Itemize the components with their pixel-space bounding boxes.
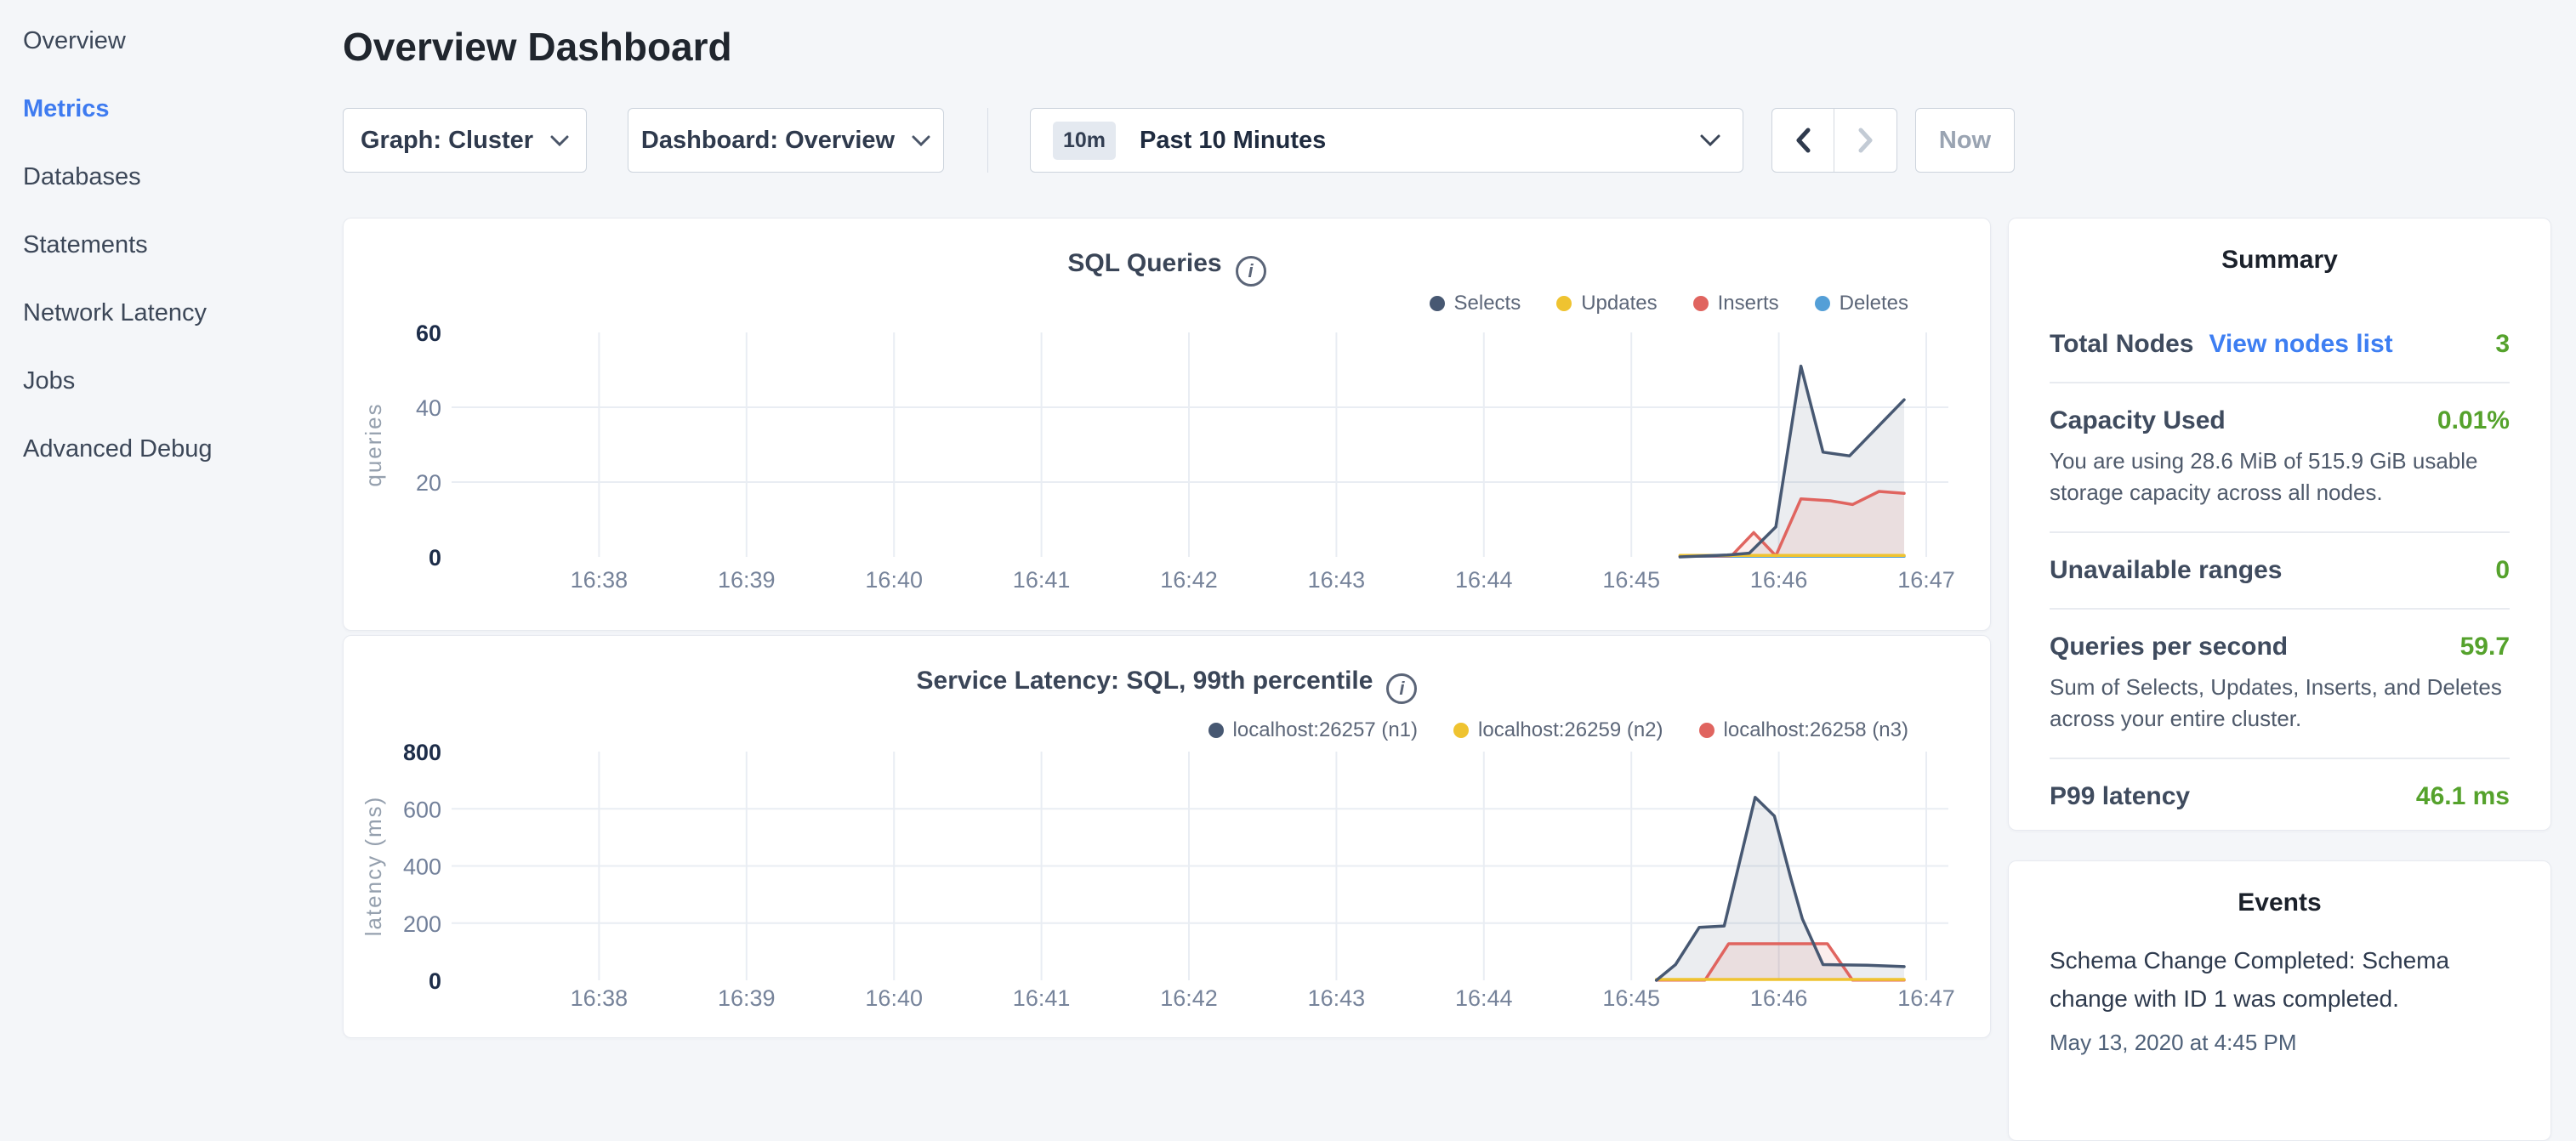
svg-text:16:43: 16:43: [1308, 985, 1366, 1011]
time-back-button[interactable]: [1772, 109, 1834, 172]
summary-rows: Total Nodes View nodes list 3 Capacity Used…: [2050, 307, 2510, 834]
time-range-dropdown[interactable]: 10m Past 10 Minutes: [1030, 108, 1743, 173]
sidebar-item-overview[interactable]: Overview: [23, 20, 329, 62]
svg-text:16:42: 16:42: [1160, 567, 1218, 593]
events-title: Events: [2050, 888, 2510, 917]
events-panel: Events Schema Change Completed: Schema c…: [2008, 860, 2551, 1141]
svg-text:16:38: 16:38: [571, 985, 628, 1011]
summary-panel: Summary Total Nodes View nodes list 3 Capac…: [2008, 218, 2551, 831]
svg-text:20: 20: [416, 470, 441, 496]
summary-row: P99 latency 46.1 ms: [2050, 758, 2510, 834]
svg-text:0: 0: [429, 545, 441, 570]
svg-text:16:44: 16:44: [1455, 985, 1513, 1011]
summary-row: Queries per second 59.7 Sum of Selects, Up…: [2050, 608, 2510, 758]
svg-text:latency (ms): latency (ms): [361, 796, 386, 937]
svg-text:16:43: 16:43: [1308, 567, 1366, 593]
summary-row-label: Capacity Used: [2050, 406, 2226, 435]
svg-text:16:45: 16:45: [1602, 985, 1660, 1011]
sql-queries-plot: 16:38 16:39 16:40 16:41 16:42 16:43 16:44 16:45…: [344, 219, 1992, 632]
event-text[interactable]: Schema Change Completed: Schema change w…: [2050, 941, 2510, 1018]
chevron-down-icon: [1700, 134, 1720, 146]
svg-text:16:39: 16:39: [718, 985, 776, 1011]
event-timestamp: May 13, 2020 at 4:45 PM: [2050, 1030, 2510, 1056]
summary-row-value: 3: [2495, 330, 2510, 359]
svg-text:16:45: 16:45: [1602, 567, 1660, 593]
service-latency-chart-card: Service Latency: SQL, 99th percentilei l…: [343, 635, 1991, 1038]
svg-text:400: 400: [403, 854, 441, 880]
time-range-badge: 10m: [1053, 122, 1116, 160]
sidebar-item-network-latency[interactable]: Network Latency: [23, 292, 329, 334]
sidebar-item-databases[interactable]: Databases: [23, 156, 329, 198]
summary-row: Unavailable ranges 0: [2050, 531, 2510, 608]
divider: [987, 108, 988, 173]
graph-dropdown[interactable]: Graph: Cluster: [343, 108, 587, 173]
svg-text:16:46: 16:46: [1750, 985, 1808, 1011]
svg-text:16:39: 16:39: [718, 567, 776, 593]
svg-text:600: 600: [403, 797, 441, 822]
svg-text:60: 60: [416, 321, 441, 346]
view-nodes-list-link[interactable]: View nodes list: [2209, 330, 2392, 359]
summary-row-subtext: You are using 28.6 MiB of 515.9 GiB usab…: [2050, 446, 2510, 508]
sidebar-item-statements[interactable]: Statements: [23, 224, 329, 266]
sidebar-item-jobs[interactable]: Jobs: [23, 360, 329, 402]
svg-text:0: 0: [429, 968, 441, 994]
summary-row-label: Total Nodes: [2050, 330, 2193, 359]
svg-text:16:41: 16:41: [1013, 985, 1071, 1011]
svg-text:16:38: 16:38: [571, 567, 628, 593]
svg-text:16:46: 16:46: [1750, 567, 1808, 593]
summary-row-value: 46.1 ms: [2416, 782, 2510, 811]
chevron-down-icon: [550, 135, 569, 146]
summary-row: Capacity Used 0.01% You are using 28.6 MiB…: [2050, 382, 2510, 531]
svg-text:16:47: 16:47: [1897, 985, 1955, 1011]
svg-text:16:41: 16:41: [1013, 567, 1071, 593]
svg-text:16:44: 16:44: [1455, 567, 1513, 593]
chevron-right-icon: [1858, 128, 1874, 153]
controls-row: Graph: Cluster Dashboard: Overview 10m P…: [343, 108, 2015, 173]
sidebar-item-advanced-debug[interactable]: Advanced Debug: [23, 428, 329, 470]
dashboard-dropdown[interactable]: Dashboard: Overview: [628, 108, 944, 173]
sidebar-nav: Overview Metrics Databases Statements Networ…: [23, 20, 329, 496]
dashboard-dropdown-label: Dashboard: Overview: [641, 127, 895, 155]
time-range-label: Past 10 Minutes: [1140, 127, 1326, 155]
chevron-down-icon: [912, 135, 930, 146]
summary-title: Summary: [2050, 246, 2510, 275]
summary-row-value: 59.7: [2460, 633, 2510, 661]
svg-text:200: 200: [403, 911, 441, 937]
summary-row-label: Unavailable ranges: [2050, 556, 2282, 585]
sidebar-item-metrics[interactable]: Metrics: [23, 88, 329, 130]
summary-row: Total Nodes View nodes list 3: [2050, 307, 2510, 382]
svg-text:800: 800: [403, 740, 441, 765]
sql-queries-chart-card: SQL Queriesi SelectsUpdatesInsertsDelete…: [343, 218, 1991, 631]
chevron-left-icon: [1795, 128, 1811, 153]
graph-dropdown-label: Graph: Cluster: [361, 127, 533, 155]
svg-text:40: 40: [416, 395, 441, 421]
svg-text:16:47: 16:47: [1897, 567, 1955, 593]
summary-row-value: 0: [2495, 556, 2510, 585]
time-forward-button[interactable]: [1834, 109, 1896, 172]
svg-text:16:40: 16:40: [865, 567, 923, 593]
summary-row-subtext: Sum of Selects, Updates, Inserts, and De…: [2050, 672, 2510, 735]
summary-row-value: 0.01%: [2437, 406, 2510, 435]
service-latency-plot: 16:38 16:39 16:40 16:41 16:42 16:43 16:44 16:45…: [344, 636, 1992, 1039]
svg-text:queries: queries: [361, 402, 386, 486]
now-button[interactable]: Now: [1915, 108, 2015, 173]
svg-text:16:40: 16:40: [865, 985, 923, 1011]
summary-row-label: P99 latency: [2050, 782, 2190, 811]
time-pager: [1771, 108, 1897, 173]
summary-row-label: Queries per second: [2050, 633, 2288, 661]
page-title: Overview Dashboard: [343, 24, 732, 70]
svg-text:16:42: 16:42: [1160, 985, 1218, 1011]
